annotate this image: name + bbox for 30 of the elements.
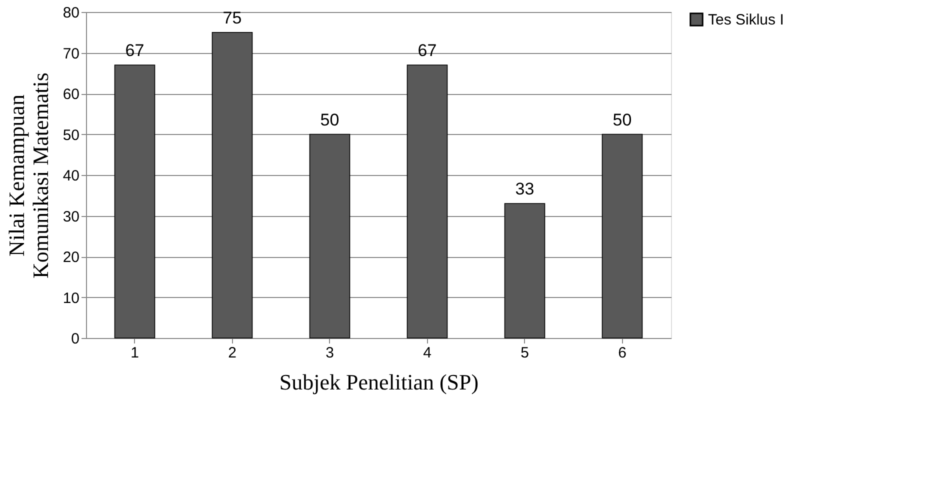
y-axis-title: Nilai Kemampuan Komunikasi Matematis (4, 72, 53, 278)
y-tick-label: 70 (62, 45, 80, 62)
data-label: 75 (222, 8, 242, 28)
y-tick-label: 60 (62, 86, 80, 103)
x-axis-title: Subjek Penelitian (SP) (279, 370, 479, 394)
y-tick-label: 40 (62, 168, 80, 184)
data-label: 33 (515, 180, 534, 199)
bar (309, 134, 350, 338)
data-label: 67 (125, 40, 144, 60)
bar (504, 203, 546, 338)
y-tick-label: 80 (62, 4, 80, 22)
x-tick-label: 3 (326, 344, 334, 362)
y-tick-label: 30 (62, 208, 80, 226)
x-tick-label: 1 (130, 344, 139, 362)
bar (114, 64, 156, 338)
y-tick-label: 0 (71, 330, 80, 348)
x-tick-label: 6 (618, 344, 626, 362)
y-tick-label: 10 (62, 290, 80, 307)
bar (602, 134, 643, 338)
x-tick-label: 5 (520, 344, 529, 362)
data-label: 67 (418, 40, 437, 60)
legend-label: Tes Siklus I (708, 12, 784, 28)
y-tick-label: 50 (62, 126, 80, 144)
x-tick-label: 2 (228, 344, 236, 362)
bar (406, 64, 448, 338)
y-tick-label: 20 (62, 249, 80, 266)
data-label: 50 (320, 110, 340, 130)
x-tick-label: 4 (423, 344, 432, 362)
bar (212, 32, 253, 338)
data-label: 50 (612, 110, 632, 130)
